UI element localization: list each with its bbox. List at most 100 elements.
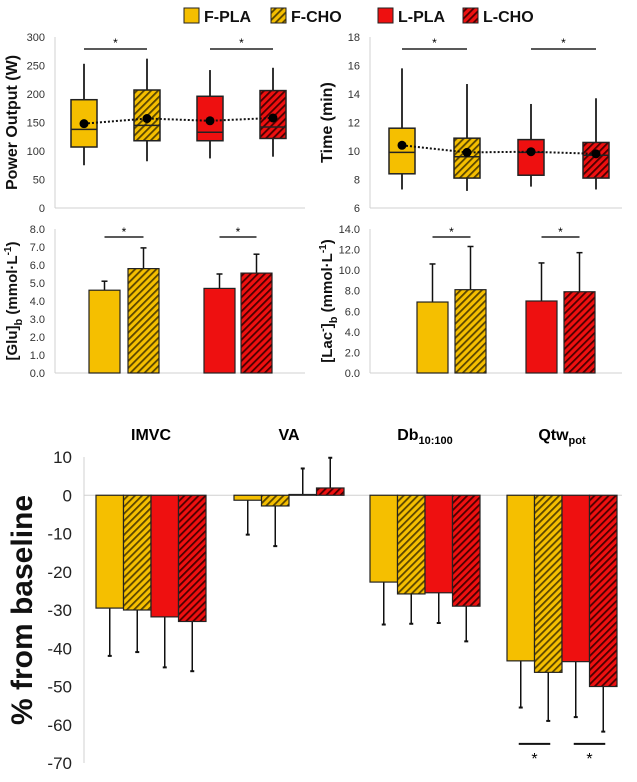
mean-trend-line <box>401 144 597 155</box>
bar-f-cho <box>533 494 563 673</box>
bar-f-cho <box>122 494 152 611</box>
y-tick-label: 16 <box>348 61 360 73</box>
y-tick-label: -20 <box>47 563 72 582</box>
y-tick-label: 6 <box>354 203 360 215</box>
y-label-part: - <box>317 328 329 332</box>
legend: F-PLA F-CHO L-PLA L-CHO <box>183 7 534 26</box>
y-label-part: [Glu] <box>4 325 21 360</box>
y-label-part: b <box>13 318 25 325</box>
significance-marker: * <box>531 751 537 768</box>
bar-f-cho <box>127 268 160 374</box>
y-tick-label: -70 <box>47 754 72 773</box>
category-name: VA <box>278 427 299 444</box>
bar-l-cho <box>451 494 481 607</box>
y-label-part: (mmol·L <box>319 253 336 316</box>
y-tick-label: -10 <box>47 525 72 544</box>
significance-marker: * <box>561 36 566 50</box>
legend-swatch-f-cho <box>270 7 287 24</box>
category-subscript: 10:100 <box>419 435 453 447</box>
y-axis-label: [Glu]b (mmol·L-1) <box>3 242 25 361</box>
significance-marker: * <box>558 225 563 239</box>
y-tick-label: 6.0 <box>30 260 45 272</box>
category-label: IMVC <box>131 427 171 444</box>
bar-l-pla <box>203 287 236 374</box>
legend-label: F-PLA <box>204 9 252 26</box>
y-label-part: [Lac <box>319 332 336 363</box>
y-tick-label: 14.0 <box>339 224 360 236</box>
y-tick-label: 10.0 <box>339 265 360 277</box>
y-tick-label: 0 <box>63 486 72 505</box>
y-tick-label: -60 <box>47 716 72 735</box>
y-tick-label: 6.0 <box>345 306 360 318</box>
legend-label: L-CHO <box>483 9 534 26</box>
mean-marker <box>79 119 89 129</box>
mean-marker <box>268 113 278 123</box>
y-tick-label: -30 <box>47 601 72 620</box>
y-tick-label: 8.0 <box>345 286 360 298</box>
y-tick-label: 50 <box>33 175 45 187</box>
bar-l-cho <box>563 291 596 374</box>
y-axis-label: Power Output (W) <box>4 55 21 190</box>
mean-marker <box>462 147 472 157</box>
y-label-part: -1 <box>318 244 329 253</box>
box-f-cho <box>133 89 161 142</box>
y-tick-label: 18 <box>348 32 360 44</box>
box-f-cho <box>453 137 481 179</box>
bar-l-cho <box>588 494 618 688</box>
bar-l-cho <box>177 494 207 623</box>
chart-power: 0 50 100 150 200 250 300 Power Output (W) * * <box>4 32 305 215</box>
y-tick-label: 0.0 <box>30 368 45 380</box>
bar-f-pla <box>506 494 536 662</box>
bar-f-pla <box>88 289 121 374</box>
category-name: IMVC <box>131 427 171 444</box>
y-label-part: ] <box>319 323 336 328</box>
y-tick-label: 12 <box>348 118 360 130</box>
bar-l-pla <box>561 494 591 663</box>
y-tick-label: 0.0 <box>345 368 360 380</box>
y-tick-label: 150 <box>27 118 45 130</box>
legend-swatch-l-pla <box>377 7 394 24</box>
bar-f-cho <box>454 289 487 374</box>
y-tick-label: 10 <box>53 448 72 467</box>
y-tick-label: 5.0 <box>30 278 45 290</box>
legend-label: L-PLA <box>398 9 446 26</box>
y-tick-label: 10 <box>348 146 360 158</box>
mean-marker <box>591 149 601 159</box>
y-tick-label: 3.0 <box>30 314 45 326</box>
mean-marker <box>142 114 152 124</box>
category-label: Db10:100 <box>397 427 453 447</box>
bar-l-pla <box>288 493 318 496</box>
y-tick-label: 7.0 <box>30 242 45 254</box>
y-tick-label: 8.0 <box>30 224 45 236</box>
significance-marker: * <box>236 225 241 239</box>
category-label: VA <box>278 427 299 444</box>
y-tick-label: 4.0 <box>30 296 45 308</box>
category-label: Qtwpot <box>538 427 586 447</box>
y-axis-label: % from baseline <box>6 495 39 725</box>
y-axis-label: Time (min) <box>319 82 336 163</box>
y-tick-label: 300 <box>27 32 45 44</box>
y-tick-label: 8 <box>354 175 360 187</box>
legend-swatch-f-pla <box>183 7 200 24</box>
bar-l-cho <box>240 272 273 374</box>
y-tick-label: 2.0 <box>345 347 360 359</box>
box-l-pla <box>517 138 545 176</box>
chart-time: 6 8 10 12 14 16 18 Time (min) * * <box>319 32 622 215</box>
bar-l-pla <box>150 494 180 618</box>
y-tick-label: 12.0 <box>339 245 360 257</box>
bar-f-pla <box>369 494 399 583</box>
bar-l-pla <box>424 494 454 594</box>
y-label-part: b <box>328 316 340 323</box>
mean-marker <box>526 147 536 157</box>
mean-marker <box>397 140 407 150</box>
significance-marker: * <box>113 36 118 50</box>
chart-glu: 0.0 1.0 2.0 3.0 4.0 5.0 6.0 7.0 8.0 [Glu]b (mmol·… <box>3 224 305 380</box>
significance-marker: * <box>586 751 592 768</box>
y-tick-label: 14 <box>348 89 360 101</box>
y-tick-label: 200 <box>27 89 45 101</box>
y-tick-label: 4.0 <box>345 327 360 339</box>
bar-f-cho <box>396 494 426 595</box>
category-name: Db <box>397 427 419 444</box>
y-tick-label: 2.0 <box>30 332 45 344</box>
significance-marker: * <box>122 225 127 239</box>
